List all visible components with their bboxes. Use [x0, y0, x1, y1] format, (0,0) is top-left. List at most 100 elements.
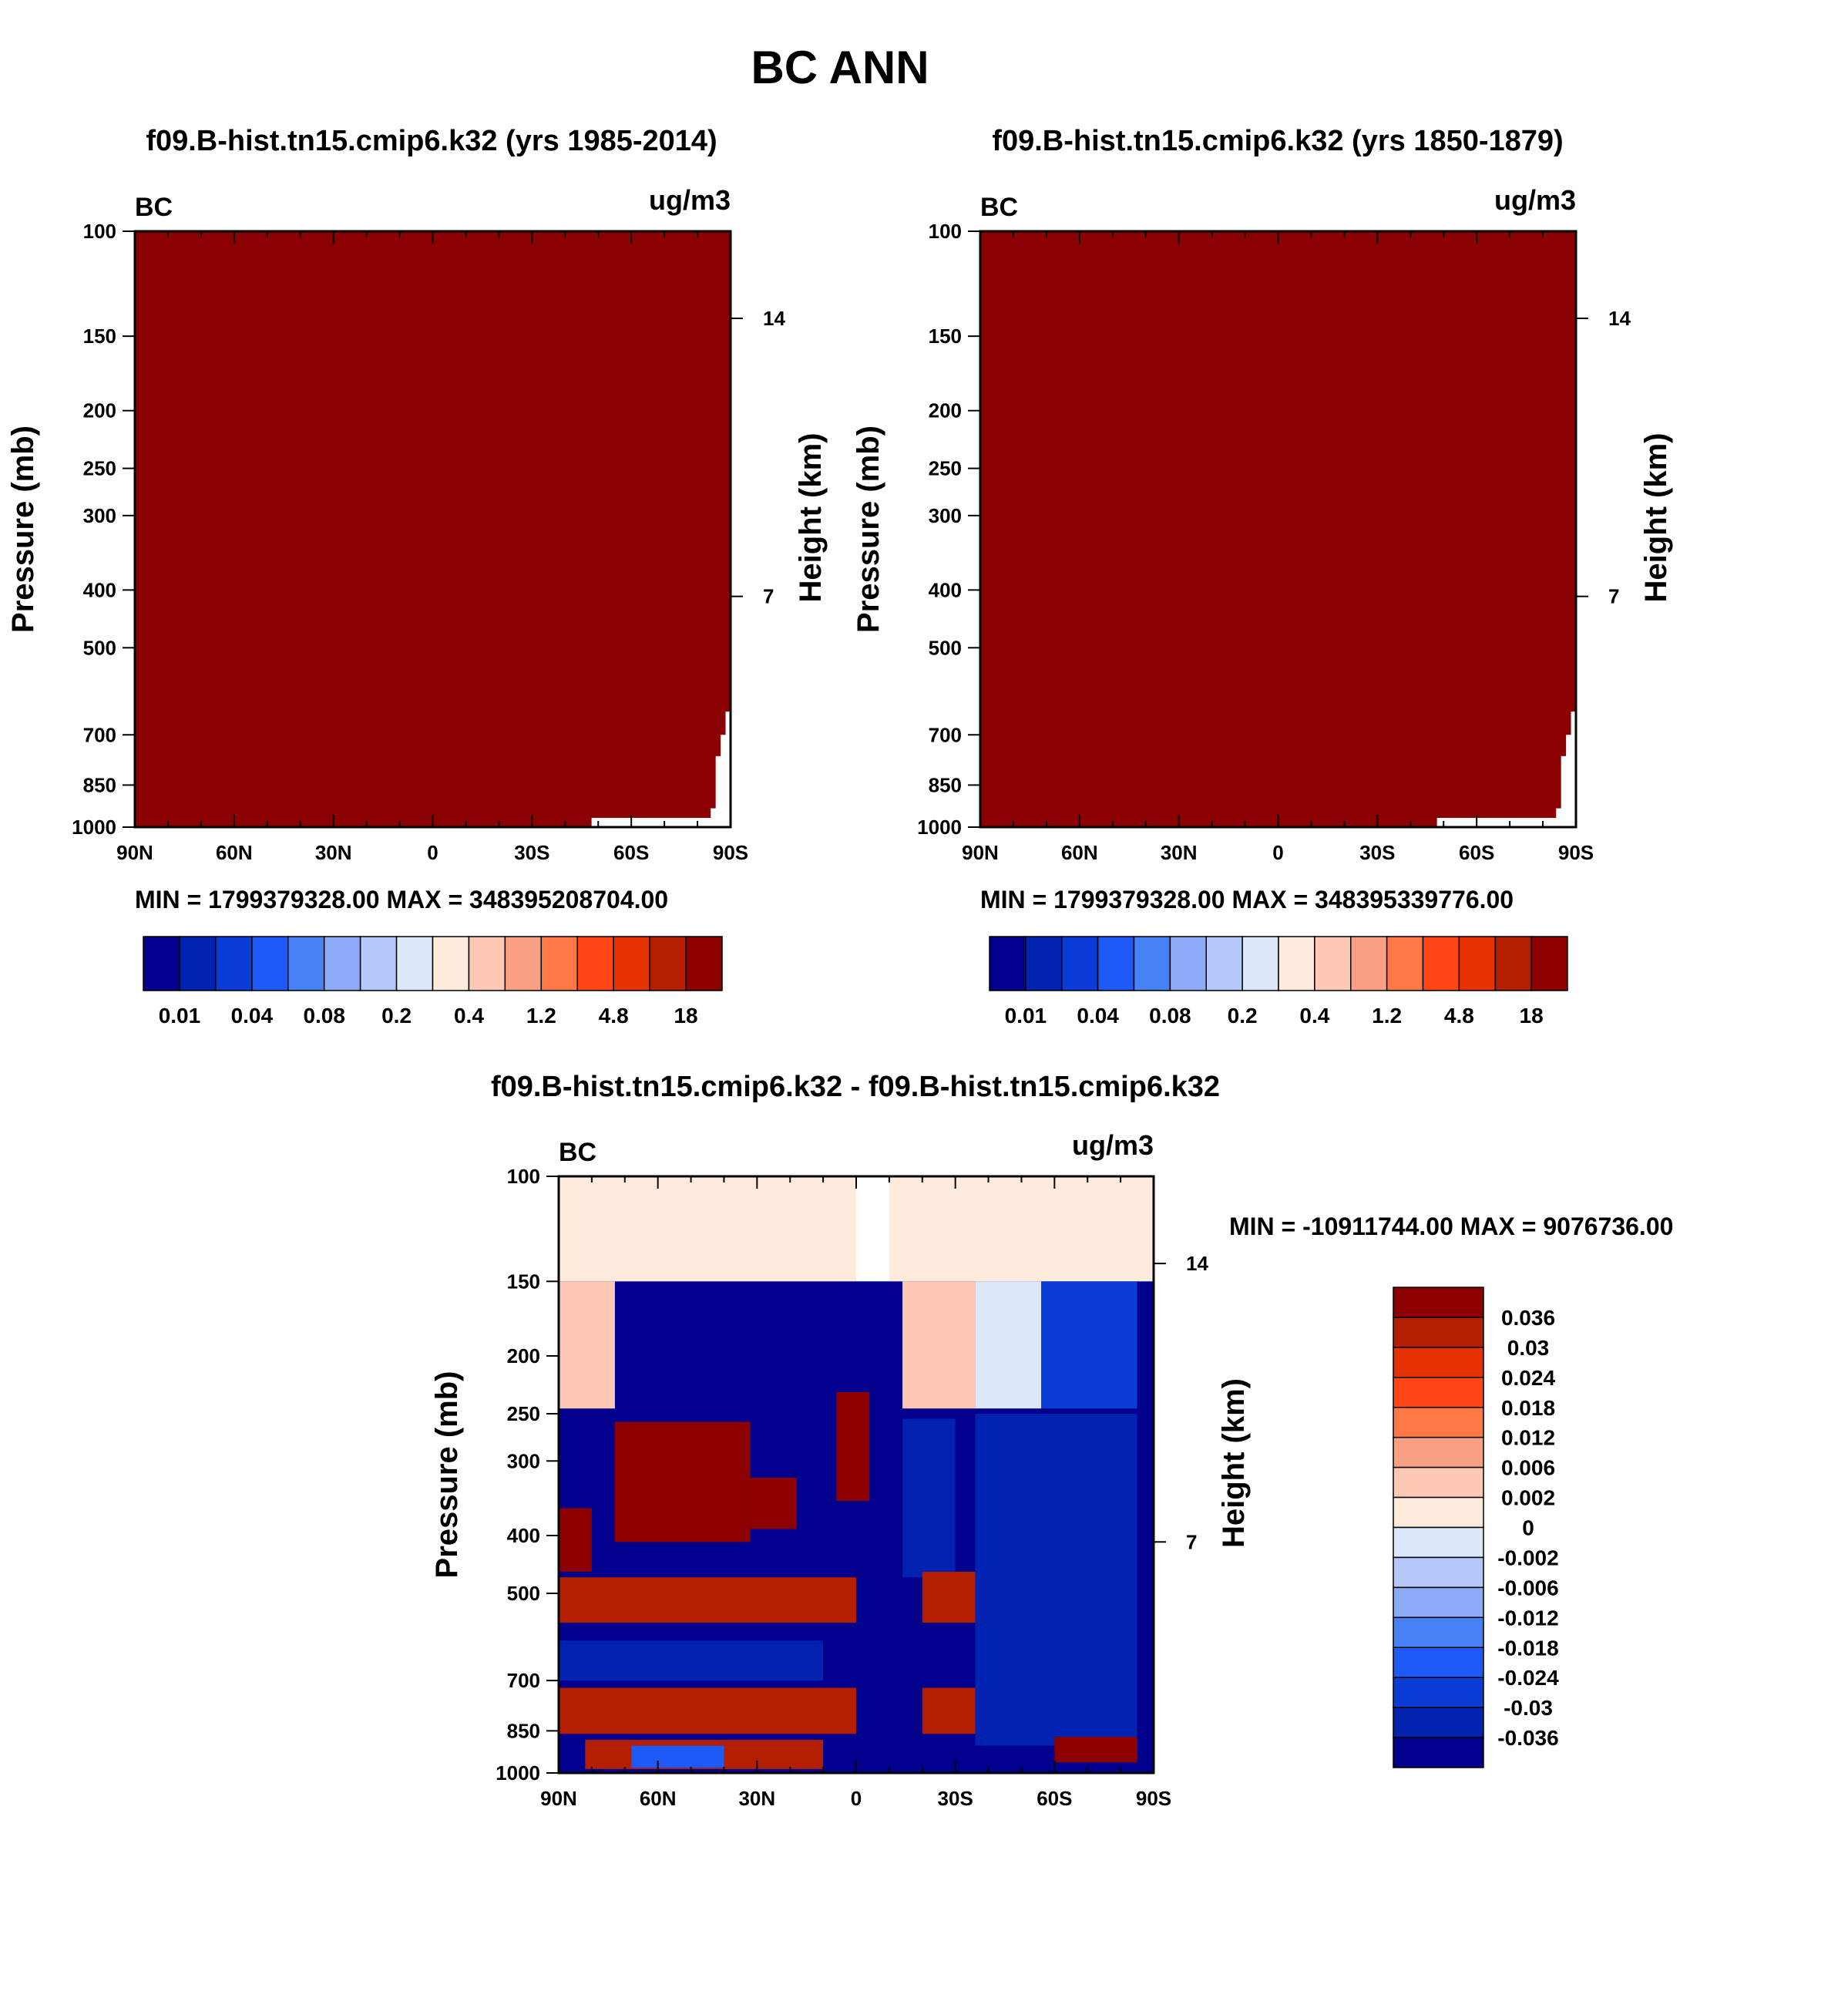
y-tick-label: 200: [507, 1344, 540, 1367]
height-tick-label: 14: [763, 307, 785, 330]
colorbar-box: [1242, 936, 1279, 991]
colorbar-box: [179, 936, 217, 991]
x-tick-label: 60N: [216, 841, 253, 864]
x-tick-label: 0: [1272, 841, 1283, 864]
variable-label: BC: [559, 1138, 596, 1167]
colorbar-label: 18: [1520, 1004, 1544, 1028]
contour-region: [1054, 1737, 1137, 1763]
colorbar-label: 0.04: [1077, 1004, 1119, 1028]
colorbar-box: [1393, 1496, 1484, 1529]
y-tick-label: 300: [929, 504, 962, 527]
contour-region: [902, 1418, 956, 1578]
y-tick-label: 400: [507, 1524, 540, 1547]
x-tick-label: 90S: [1136, 1787, 1171, 1810]
x-tick-label: 90N: [116, 841, 153, 864]
y-tick-label: 500: [929, 636, 962, 659]
colorbar-box: [359, 936, 398, 991]
y-tick-label: 250: [83, 457, 116, 480]
contour-region: [559, 1640, 824, 1681]
colorbar-box: [1393, 1466, 1484, 1499]
height-tick-label: 7: [1608, 585, 1619, 608]
x-tick-label: 60S: [1037, 1787, 1072, 1810]
colorbar-box: [1097, 936, 1135, 991]
colorbar-label: 0.01: [1005, 1004, 1047, 1028]
colorbar-label: 1.2: [1372, 1004, 1402, 1028]
colorbar-box: [432, 936, 470, 991]
x-tick-label: 30S: [938, 1787, 973, 1810]
y-tick-label: 500: [507, 1582, 540, 1605]
y-tick-label: 1000: [917, 816, 962, 839]
contour-region: [975, 1414, 1137, 1746]
colorbar-box: [1386, 936, 1424, 991]
contour-region: [559, 1687, 856, 1734]
y-axis-title: Pressure (mb): [852, 426, 885, 633]
colorbar-box: [1393, 1616, 1484, 1648]
figure-title: BC ANN: [751, 42, 929, 93]
contour-region: [889, 1176, 1154, 1282]
colorbar-box: [287, 936, 325, 991]
height-tick-label: 7: [763, 585, 774, 608]
colorbar-box: [1393, 1407, 1484, 1438]
y-tick-label: 1000: [496, 1761, 540, 1785]
y-tick-label: 250: [929, 457, 962, 480]
colorbar-box: [1393, 1556, 1484, 1589]
colorbar-box: [1458, 936, 1496, 991]
y-tick-label: 850: [929, 773, 962, 796]
contour-region: [975, 1281, 1042, 1409]
colorbar-box: [143, 936, 180, 991]
y-tick-label: 400: [83, 578, 116, 601]
panel-preindustrial: f09.B-hist.tn15.cmip6.k32 (yrs 1850-1879…: [852, 125, 1673, 1028]
colorbar-box: [1169, 936, 1207, 991]
x-tick-label: 60N: [640, 1787, 677, 1810]
field-fill: [980, 231, 1576, 827]
colorbar-label: 0.006: [1501, 1456, 1555, 1480]
colorbar-box: [504, 936, 543, 991]
colorbar-label: 1.2: [526, 1004, 556, 1028]
colorbar-box: [251, 936, 289, 991]
colorbar-label: 0.03: [1507, 1336, 1550, 1360]
colorbar-label: 0.4: [1299, 1004, 1329, 1028]
contour-region: [559, 1176, 856, 1282]
colorbar-box: [1205, 936, 1243, 991]
y-tick-label: 700: [929, 723, 962, 746]
min-max-label: MIN = 1799379328.00 MAX = 348395208704.0…: [135, 886, 668, 913]
colorbar-box: [1393, 1707, 1484, 1738]
y-tick-label: 150: [507, 1270, 540, 1293]
colorbar-box: [215, 936, 253, 991]
colorbar-label: -0.03: [1504, 1696, 1553, 1720]
y-tick-label: 1000: [72, 816, 116, 839]
colorbar-label: -0.006: [1497, 1576, 1558, 1600]
height-tick-label: 14: [1608, 307, 1631, 330]
contour-region: [631, 1745, 724, 1768]
colorbar-label: -0.024: [1497, 1666, 1559, 1690]
x-tick-label: 60N: [1061, 841, 1098, 864]
colorbar-label: 0.4: [454, 1004, 484, 1028]
x-tick-label: 30N: [315, 841, 352, 864]
colorbar-label: -0.002: [1497, 1546, 1558, 1569]
colorbar-box: [685, 936, 723, 991]
contour-region: [836, 1391, 870, 1502]
colorbar-box: [1530, 936, 1568, 991]
colorbar-box: [576, 936, 614, 991]
colorbar-box: [1393, 1526, 1484, 1559]
panel-title: f09.B-hist.tn15.cmip6.k32 (yrs 1850-1879…: [992, 125, 1563, 157]
colorbar-label: 0.036: [1501, 1306, 1555, 1330]
colorbar-label: 4.8: [1444, 1004, 1474, 1028]
units-label: ug/m3: [649, 184, 731, 216]
x-tick-label: 90S: [1558, 841, 1594, 864]
colorbar-box: [395, 936, 434, 991]
colorbar-box: [1393, 1677, 1484, 1708]
colorbar-box: [1278, 936, 1315, 991]
y-axis-title: Pressure (mb): [430, 1371, 464, 1579]
x-tick-label: 90N: [540, 1787, 577, 1810]
colorbar-label: -0.036: [1497, 1726, 1558, 1750]
panel-title: f09.B-hist.tn15.cmip6.k32 (yrs 1985-2014…: [146, 125, 717, 157]
colorbar-label: 18: [674, 1004, 697, 1028]
min-max-label: MIN = -10911744.00 MAX = 9076736.00: [1229, 1213, 1673, 1240]
panel-title: f09.B-hist.tn15.cmip6.k32 - f09.B-hist.t…: [491, 1071, 1220, 1103]
contour-region: [1041, 1281, 1137, 1409]
contour-region: [902, 1281, 976, 1409]
colorbar-box: [1393, 1436, 1484, 1468]
y-tick-label: 700: [83, 723, 116, 746]
